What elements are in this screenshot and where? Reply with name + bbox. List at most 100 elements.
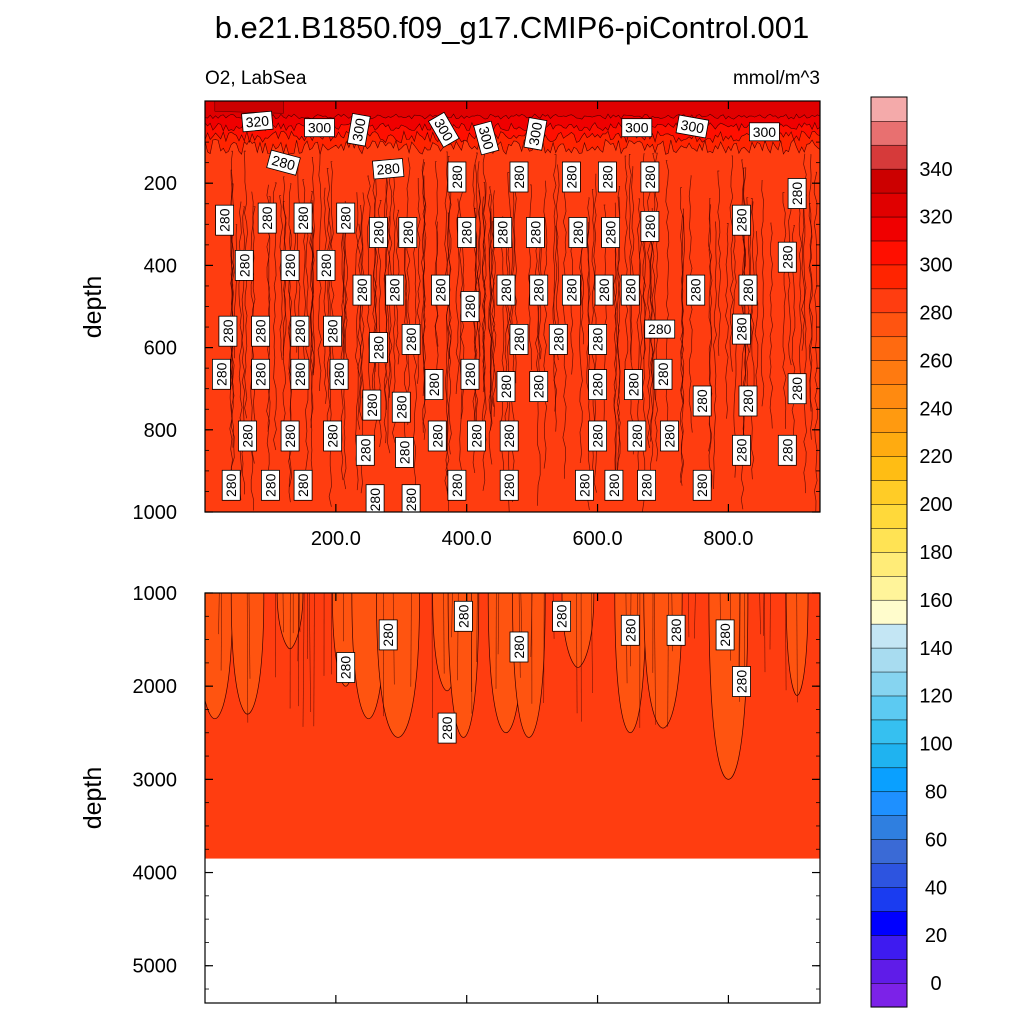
contour-label: 280	[460, 358, 480, 390]
contour-label: 280	[368, 217, 388, 248]
contour-line	[688, 593, 690, 638]
contour-label-box	[562, 274, 581, 306]
contour-label-box	[401, 484, 421, 512]
contour-label-box	[496, 371, 516, 403]
contour-line	[298, 593, 301, 633]
contour-label-text: 280	[639, 473, 655, 497]
contour-line	[708, 197, 713, 497]
contour-label-box	[290, 315, 310, 347]
contour-line	[422, 175, 427, 433]
contour-label-box	[562, 161, 581, 193]
contour-label: 280	[588, 323, 607, 355]
contour-label-text: 280	[367, 488, 383, 512]
contour-line	[310, 213, 314, 471]
contour-label-box	[234, 249, 254, 281]
contour-label-box	[529, 274, 549, 306]
contour-line	[220, 593, 222, 671]
contour-line	[323, 187, 328, 404]
colorbar-segment	[870, 863, 908, 888]
contour-label-text: 280	[527, 221, 543, 245]
contour-label-box	[329, 358, 349, 390]
colorbar-segment	[870, 695, 908, 721]
contour-label-text: 280	[590, 328, 606, 352]
contour-label-box	[316, 249, 336, 281]
contour-line	[248, 593, 251, 679]
contour-label-text: 280	[789, 182, 805, 206]
contour-label-box	[378, 619, 398, 651]
contour-line	[413, 232, 417, 490]
contour-label-box	[447, 469, 467, 501]
contour-label: 280	[509, 631, 529, 663]
colorbar-segment	[870, 527, 908, 553]
contour-line	[326, 167, 331, 426]
contour-label: 280	[640, 161, 660, 193]
contour-label-text: 280	[220, 319, 236, 343]
contour-label: 280	[280, 420, 300, 452]
contour-label: 280	[777, 434, 797, 466]
contour-label: 280	[251, 315, 271, 347]
y-tick-label: 600	[144, 338, 177, 360]
contour-label-box	[336, 202, 356, 234]
contour-line	[641, 213, 646, 512]
contour-line	[759, 593, 761, 635]
contour-label: 280	[692, 385, 712, 417]
contour-label: 300	[304, 118, 335, 138]
x-tick-label: 200.0	[311, 528, 361, 550]
contour-label: 280	[437, 712, 457, 744]
contour-label: 280	[290, 358, 310, 390]
contour-label: 280	[427, 420, 447, 452]
contour-line	[613, 219, 618, 498]
contour-line	[309, 593, 311, 713]
contour-label: 280	[260, 469, 280, 501]
contour-label: 280	[620, 274, 640, 306]
contour-label: 280	[777, 241, 797, 273]
contour-label-text: 280	[531, 278, 547, 302]
contour-label: 280	[496, 371, 516, 403]
contour-label-box	[460, 291, 480, 322]
surface-max-patch	[214, 101, 284, 114]
contour-label-text: 280	[240, 424, 256, 448]
contour-label-box	[457, 217, 477, 248]
contour-label-box	[620, 274, 640, 306]
contour-label-text: 280	[338, 206, 354, 230]
contour-line	[750, 201, 755, 480]
contour-label: 280	[398, 217, 418, 248]
contour-label: 280	[368, 332, 388, 364]
contour-label: 280	[620, 614, 640, 646]
contour-label-text: 280	[577, 473, 593, 497]
colorbar-label: 140	[919, 638, 952, 660]
contour-label-text: 280	[357, 438, 373, 462]
contour-label-box	[398, 217, 418, 248]
contour-label-text: 280	[622, 618, 638, 642]
contour-line	[785, 593, 787, 691]
contour-label-box	[509, 161, 529, 193]
colorbar-label: 100	[919, 734, 952, 756]
contour-label-text: 280	[400, 221, 416, 245]
contour-label: 280	[732, 204, 751, 236]
lower-y-axis-label: depth	[79, 767, 107, 830]
contour-label-box	[372, 158, 405, 180]
contour-label-text: 280	[734, 670, 750, 694]
contour-label-box	[601, 217, 620, 248]
contour-label: 300	[473, 120, 500, 156]
colorbar-segment	[870, 240, 908, 266]
contour-label: 280	[594, 274, 614, 306]
contour-label-box	[453, 600, 473, 632]
contour-label-text: 280	[433, 278, 449, 302]
contour-label: 280	[234, 249, 254, 281]
contour-label-text: 280	[282, 254, 298, 278]
contour-label-text: 280	[570, 221, 586, 245]
contour-label: 280	[453, 600, 473, 632]
contour-label-box	[293, 202, 313, 234]
contour-label-text: 280	[370, 221, 386, 245]
colorbar-segment	[870, 791, 908, 816]
contour-label: 280	[211, 358, 231, 390]
contour-label: 280	[493, 217, 513, 248]
colorbar-segment	[870, 216, 908, 242]
contour-label-text: 280	[223, 473, 239, 497]
contour-label-box	[427, 111, 460, 148]
contour-line	[628, 154, 632, 360]
colorbar-label: 60	[925, 829, 947, 851]
contour-label-box	[777, 241, 797, 273]
contour-line	[218, 593, 220, 635]
